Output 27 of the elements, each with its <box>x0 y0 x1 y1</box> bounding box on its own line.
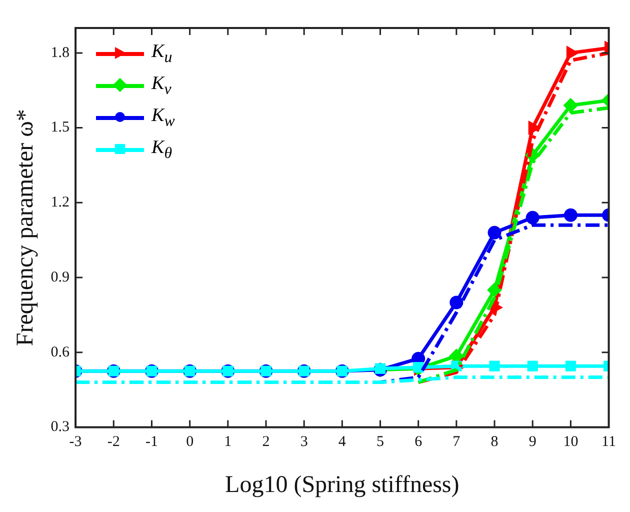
x-tick-label: -3 <box>69 434 82 450</box>
x-tick-label: 0 <box>186 434 194 450</box>
x-tick-label: 11 <box>602 434 616 450</box>
x-axis-title: Log10 (Spring stiffness) <box>225 472 460 498</box>
y-tick-label: 1.2 <box>50 194 70 211</box>
x-tick-label: 5 <box>376 434 384 450</box>
legend-label: K$_{w}$ <box>152 105 175 131</box>
x-tick-label: 8 <box>490 434 498 450</box>
legend-label: K$_{u}$ <box>152 41 172 67</box>
x-tick-label: 4 <box>338 434 346 450</box>
x-tick-label: 9 <box>528 434 536 450</box>
y-tick-label: 0.9 <box>50 269 70 286</box>
y-tick-label: 1.8 <box>50 44 70 61</box>
x-tick-label: 3 <box>300 434 308 450</box>
x-tick-label: 1 <box>224 434 232 450</box>
x-tick-label: 6 <box>414 434 423 450</box>
y-tick-label: 0.3 <box>50 419 70 436</box>
x-tick-label: 10 <box>563 434 578 450</box>
legend-label: K$_{v}$ <box>152 73 172 99</box>
x-tick-label: 7 <box>452 434 461 450</box>
y-tick-label: 1.5 <box>50 120 70 136</box>
x-tick-label: 2 <box>262 434 270 450</box>
x-tick-label: -2 <box>107 434 120 450</box>
y-axis-title: Frequency parameter ω* <box>12 109 39 346</box>
x-tick-label: -1 <box>145 434 158 450</box>
legend-label: K$_{θ}$ <box>152 137 172 163</box>
y-tick-label: 0.6 <box>50 344 70 360</box>
